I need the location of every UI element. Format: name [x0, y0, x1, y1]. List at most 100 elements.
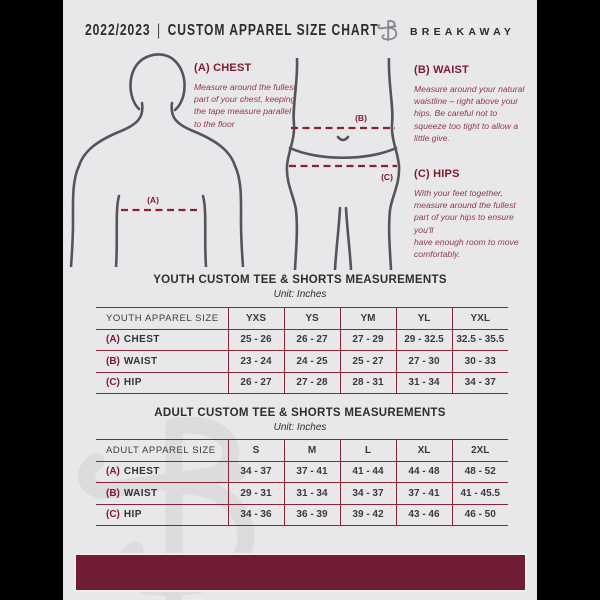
right-inner-leg: [344, 206, 353, 270]
measurement-cell: 26 - 27: [227, 371, 284, 394]
title-year: 2022/2023: [85, 20, 151, 39]
table-row-waist: (B) WAIST 29 - 31 31 - 34 34 - 37 37 - 41…: [96, 482, 508, 504]
youth-header-row: YOUTH APPAREL SIZE YXS YS YM YL YXL: [96, 307, 508, 329]
row-label: CHEST: [123, 466, 160, 478]
measurement-cell: 24 - 25: [283, 350, 340, 372]
measurement-cell: 41 - 44: [339, 460, 396, 483]
right-shoulder-outline: [170, 101, 245, 267]
measurement-cell: 27 - 30: [395, 350, 452, 372]
waist-instructions-body: Measure around your natural waistline – …: [414, 84, 525, 143]
footer-accent-bar: [74, 553, 527, 592]
measurement-cell: 23 - 24: [227, 350, 284, 372]
brand-block: BREAKAWAY: [377, 17, 515, 46]
left-shoulder-outline: [69, 101, 144, 267]
row-prefix: (A): [106, 334, 120, 346]
row-label-cell: (C) HIP: [96, 371, 228, 394]
row-prefix: (A): [106, 466, 120, 478]
row-label-cell: (B) WAIST: [96, 350, 228, 372]
row-label: WAIST: [123, 355, 158, 367]
row-prefix: (B): [106, 355, 120, 367]
row-label-cell: (A) CHEST: [96, 460, 228, 483]
measurement-cell: 36 - 39: [283, 503, 340, 526]
lower-body-diagram: (B) (C): [285, 58, 401, 270]
left-side-outline: [285, 58, 299, 270]
hips-instructions-title: (C) HIPS: [414, 168, 460, 180]
measurement-cell: 39 - 42: [339, 503, 396, 526]
chest-diagram-label: (A): [147, 195, 159, 205]
measurement-cell: 30 - 33: [451, 350, 508, 372]
measurement-cell: 29 - 32.5: [395, 328, 452, 351]
title-separator: |: [157, 20, 162, 39]
measurement-cell: 31 - 34: [395, 371, 452, 394]
measurement-cell: 37 - 41: [395, 482, 452, 504]
row-label-cell: (A) CHEST: [96, 328, 228, 351]
row-label: HIP: [123, 509, 142, 521]
size-column-header: YXS: [227, 307, 284, 329]
navel-mark: [336, 135, 350, 142]
hips-instructions: (C) HIPS With your feet together, measur…: [414, 168, 532, 260]
measurement-cell: 32.5 - 35.5: [451, 328, 508, 351]
row-label-cell: (B) WAIST: [96, 482, 228, 504]
waist-diagram-label: (B): [355, 113, 367, 123]
table-row-hip: (C) HIP 26 - 27 27 - 28 28 - 31 31 - 34 3…: [96, 371, 508, 394]
measurement-cell: 34 - 37: [339, 482, 396, 504]
measurement-cell: 44 - 48: [395, 460, 452, 483]
left-inner-arm: [114, 194, 121, 267]
row-label-cell: (C) HIP: [96, 503, 228, 526]
size-column-header: YL: [395, 307, 452, 329]
adult-size-table: ADULT APPAREL SIZE S M L XL 2XL (A) CHEST…: [96, 439, 508, 526]
right-inner-arm: [201, 194, 208, 267]
measurement-cell: 27 - 28: [283, 371, 340, 394]
row-prefix: (B): [106, 487, 120, 499]
waist-instructions-title: (B) WAIST: [414, 64, 469, 76]
measurement-cell: 31 - 34: [283, 482, 340, 504]
table-row-waist: (B) WAIST 23 - 24 24 - 25 25 - 27 27 - 30…: [96, 350, 508, 372]
brand-name: BREAKAWAY: [410, 25, 516, 38]
youth-section-title: YOUTH CUSTOM TEE & SHORTS MEASUREMENTS: [153, 274, 447, 286]
row-label: WAIST: [123, 487, 158, 499]
size-column-header: L: [339, 439, 396, 461]
measurement-cell: 27 - 29: [339, 328, 396, 351]
size-column-header: 2XL: [451, 439, 508, 461]
measurement-cell: 34 - 36: [227, 503, 284, 526]
size-column-header: YS: [283, 307, 340, 329]
row-prefix: (C): [106, 377, 120, 389]
size-column-header: XL: [395, 439, 452, 461]
adult-unit-label: Unit: Inches: [273, 422, 327, 433]
adult-header-row: ADULT APPAREL SIZE S M L XL 2XL: [96, 439, 508, 461]
youth-size-table: YOUTH APPAREL SIZE YXS YS YM YL YXL (A) C…: [96, 307, 508, 394]
chest-instructions-title: (A) CHEST: [194, 62, 252, 74]
size-column-header: M: [283, 439, 340, 461]
hips-diagram-label: (C): [381, 172, 393, 182]
document-page: 2022/2023 | CUSTOM APPAREL SIZE CHART BREA…: [63, 0, 537, 600]
measurement-cell: 28 - 31: [339, 371, 396, 394]
measurement-cell: 37 - 41: [283, 460, 340, 483]
measurement-cell: 25 - 26: [227, 328, 284, 351]
row-label: HIP: [123, 377, 142, 389]
title-text: CUSTOM APPAREL SIZE CHART: [167, 20, 379, 39]
adult-size-header: ADULT APPAREL SIZE: [96, 439, 228, 461]
waist-instructions: (B) WAIST Measure around your natural wa…: [414, 64, 526, 144]
upper-body-diagram: (A): [69, 53, 245, 267]
measurement-cell: 34 - 37: [227, 460, 284, 483]
measurement-cell: 29 - 31: [227, 482, 284, 504]
size-column-header: S: [227, 439, 284, 461]
measurement-cell: 46 - 50: [451, 503, 508, 526]
left-inner-leg: [333, 206, 342, 270]
size-column-header: YM: [339, 307, 396, 329]
adult-section-title: ADULT CUSTOM TEE & SHORTS MEASUREMENTS: [154, 407, 446, 419]
measurement-cell: 41 - 45.5: [451, 482, 508, 504]
table-row-chest: (A) CHEST 25 - 26 26 - 27 27 - 29 29 - 32…: [96, 328, 508, 351]
head-outline: [129, 53, 186, 112]
measurement-cell: 26 - 27: [283, 328, 340, 351]
measurement-cell: 43 - 46: [395, 503, 452, 526]
breakaway-logo-icon: [377, 20, 398, 42]
right-side-outline: [387, 58, 401, 270]
chest-instructions-body: Measure around the fullest part of your …: [194, 82, 296, 129]
measurement-cell: 48 - 52: [451, 460, 508, 483]
measurement-cell: 34 - 37: [451, 371, 508, 394]
youth-unit-label: Unit: Inches: [273, 289, 327, 300]
table-row-hip: (C) HIP 34 - 36 36 - 39 39 - 42 43 - 46 4…: [96, 503, 508, 526]
row-label: CHEST: [123, 334, 160, 346]
youth-size-header: YOUTH APPAREL SIZE: [96, 307, 228, 329]
